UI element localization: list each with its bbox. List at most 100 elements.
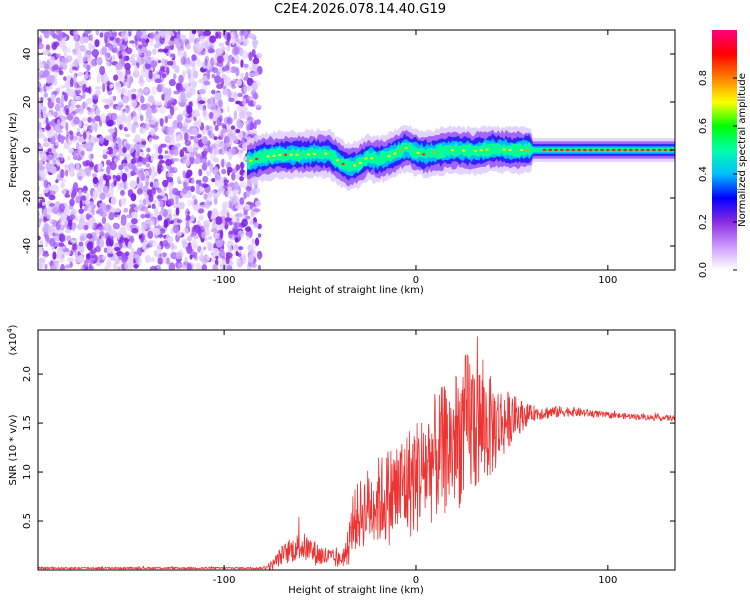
- noise-speck: [67, 257, 75, 263]
- snr-axes: -100 0 100 0.5 1.0 1.5 2.0: [22, 330, 675, 586]
- noise-speck: [216, 71, 221, 76]
- noise-speck: [256, 52, 263, 59]
- ridge-hotspot: [353, 164, 357, 167]
- noise-speck: [187, 146, 194, 153]
- noise-speck: [122, 146, 127, 153]
- noise-speck: [38, 97, 41, 102]
- noise-speck: [248, 254, 254, 264]
- noise-speck: [83, 224, 89, 231]
- noise-speck: [74, 40, 80, 50]
- noise-speck: [161, 58, 166, 65]
- noise-speck: [145, 117, 150, 123]
- noise-speck: [175, 135, 181, 142]
- noise-speck: [58, 70, 64, 76]
- noise-speck: [110, 229, 116, 236]
- ridge-hotspot: [571, 148, 576, 152]
- noise-speck: [115, 81, 122, 91]
- noise-speck: [65, 169, 69, 177]
- noise-speck: [166, 172, 174, 178]
- noise-speck: [109, 83, 114, 89]
- noise-speck: [96, 184, 103, 194]
- noise-speck: [177, 201, 185, 210]
- noise-speck: [124, 168, 129, 172]
- noise-speck: [113, 262, 117, 270]
- spectrogram-plot-area: [34, 30, 675, 270]
- noise-speck: [177, 180, 182, 185]
- noise-speck: [202, 107, 207, 117]
- noise-speck: [77, 72, 84, 77]
- noise-speck: [128, 262, 135, 267]
- noise-speck: [162, 239, 169, 247]
- noise-speck: [38, 235, 41, 241]
- ridge-hotspot: [358, 161, 362, 165]
- noise-speck: [47, 148, 52, 153]
- noise-speck: [198, 89, 206, 95]
- noise-speck: [213, 136, 218, 141]
- noise-speck: [136, 188, 143, 195]
- noise-speck: [180, 34, 187, 43]
- noise-speck: [38, 258, 46, 266]
- noise-speck: [205, 125, 210, 131]
- noise-speck: [198, 254, 205, 262]
- noise-speck: [198, 168, 203, 177]
- noise-speck: [172, 224, 180, 234]
- ridge-hotspot: [272, 154, 276, 157]
- noise-speck: [117, 181, 123, 191]
- noise-speck: [245, 189, 251, 198]
- noise-speck: [59, 40, 67, 48]
- colorbar-bar: [712, 30, 737, 270]
- noise-speck: [114, 208, 121, 213]
- noise-speck: [101, 255, 107, 260]
- noise-speck: [55, 125, 60, 133]
- noise-speck: [149, 121, 156, 125]
- noise-speck: [48, 194, 56, 201]
- noise-speck: [42, 217, 47, 223]
- noise-speck: [144, 254, 151, 264]
- noise-speck: [225, 63, 229, 70]
- noise-speck: [138, 199, 143, 205]
- noise-speck: [95, 245, 101, 253]
- noise-speck: [147, 230, 154, 239]
- noise-speck: [145, 50, 152, 57]
- noise-speck: [94, 39, 100, 48]
- noise-speck: [176, 219, 183, 224]
- ridge-hotspot: [295, 153, 299, 156]
- noise-speck: [34, 133, 37, 138]
- noise-speck: [171, 32, 175, 37]
- noise-speck: [43, 179, 49, 189]
- noise-speck: [39, 97, 44, 102]
- noise-speck: [50, 165, 57, 175]
- noise-speck: [120, 88, 128, 95]
- noise-speck: [39, 85, 44, 94]
- noise-speck: [75, 162, 80, 172]
- noise-speck: [61, 63, 67, 68]
- noise-speck: [132, 53, 139, 58]
- noise-speck: [133, 65, 139, 76]
- noise-speck: [220, 210, 227, 216]
- noise-speck: [173, 244, 178, 250]
- noise-speck: [64, 229, 72, 234]
- noise-speck: [231, 172, 236, 181]
- ridge-hotspot: [283, 153, 288, 156]
- noise-speck: [163, 196, 168, 201]
- noise-speck: [150, 257, 155, 263]
- noise-speck: [157, 145, 163, 155]
- noise-speck: [75, 217, 79, 222]
- noise-speck: [43, 49, 51, 56]
- noise-speck: [211, 247, 220, 257]
- x-tick-label: 100: [598, 275, 617, 286]
- noise-speck: [175, 142, 182, 148]
- noise-speck: [38, 108, 42, 115]
- noise-speck: [86, 233, 93, 239]
- noise-speck: [92, 103, 98, 108]
- noise-speck: [133, 143, 140, 151]
- noise-speck: [86, 253, 91, 260]
- noise-speck: [166, 176, 174, 183]
- noise-speck: [199, 186, 204, 193]
- noise-speck: [78, 81, 84, 86]
- noise-speck: [75, 48, 82, 58]
- noise-speck: [163, 155, 171, 160]
- noise-speck: [49, 56, 56, 65]
- noise-speck: [125, 107, 130, 113]
- noise-speck: [79, 44, 86, 52]
